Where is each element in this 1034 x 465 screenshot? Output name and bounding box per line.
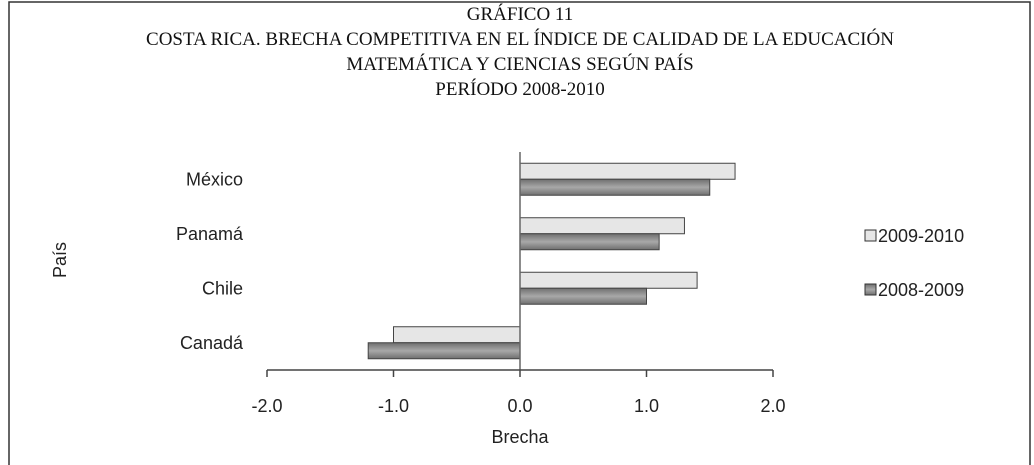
- y-tick-label: Chile: [202, 278, 243, 298]
- y-tick-label: México: [186, 169, 243, 189]
- legend-label: 2008-2009: [878, 280, 964, 300]
- x-tick-label: 1.0: [634, 396, 659, 416]
- chart-title: GRÁFICO 11: [467, 3, 573, 25]
- x-tick-label: 2.0: [760, 396, 785, 416]
- frame: [8, 1, 1031, 465]
- bar: [519, 271, 698, 289]
- x-tick-label: -1.0: [378, 396, 409, 416]
- bar: [519, 217, 685, 235]
- y-tick-label: Canadá: [180, 333, 244, 353]
- legend-swatch: [864, 283, 877, 296]
- x-tick-label: 0.0: [507, 396, 532, 416]
- bar: [519, 233, 660, 251]
- y-tick-label: Panamá: [176, 224, 244, 244]
- chart-subtitle: PERÍODO 2008-2010: [435, 78, 604, 100]
- x-tick-label: -2.0: [251, 396, 282, 416]
- bar: [519, 287, 647, 305]
- legend-swatch: [864, 229, 877, 242]
- chart-subtitle: MATEMÁTICA Y CIENCIAS SEGÚN PAÍS: [346, 53, 693, 75]
- y-axis-label: País: [50, 242, 70, 278]
- bar: [367, 342, 521, 360]
- bar: [519, 178, 711, 196]
- bar: [393, 326, 521, 344]
- legend-label: 2009-2010: [878, 226, 964, 246]
- chart-subtitle: COSTA RICA. BRECHA COMPETITIVA EN EL ÍND…: [146, 28, 894, 50]
- bar: [519, 162, 736, 180]
- x-axis-label: Brecha: [491, 427, 549, 447]
